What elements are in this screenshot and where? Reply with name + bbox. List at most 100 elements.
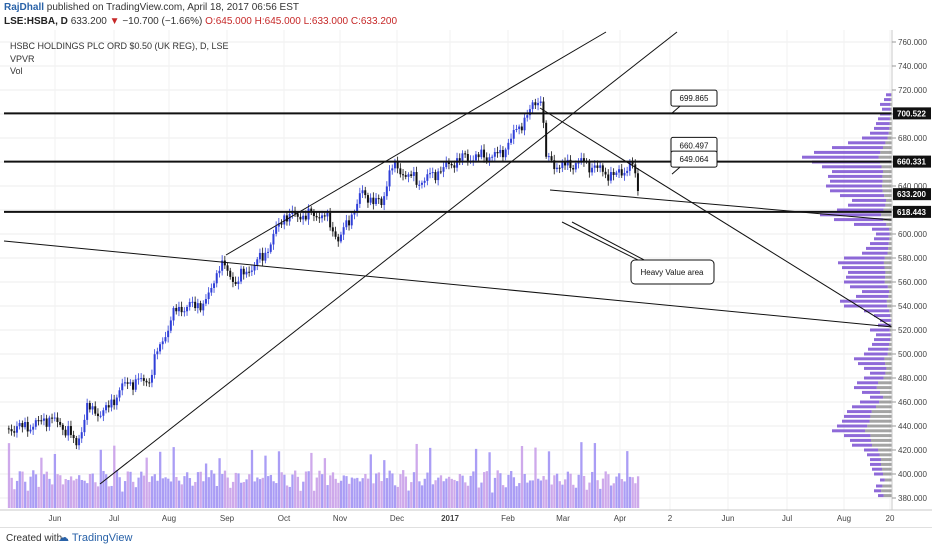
vpvr-bar-down [885, 362, 892, 366]
descending-resistance-line[interactable] [539, 107, 893, 328]
volume-bar [574, 487, 578, 508]
volume-bar [191, 485, 194, 508]
candle-body [377, 198, 380, 200]
long-trend-line[interactable] [3, 240, 893, 328]
candle-body [51, 417, 54, 419]
annotation-box[interactable] [630, 259, 715, 285]
vpvr-bar-down [883, 472, 892, 476]
vpvr-bar-up [874, 489, 882, 493]
volume-bar [388, 470, 391, 508]
x-tick-label: Apr [614, 514, 627, 523]
candle-body [542, 101, 545, 123]
volume-bar [618, 473, 621, 508]
channel-lower-line[interactable] [99, 31, 678, 485]
volume-bar [310, 452, 313, 508]
candle-body [321, 215, 324, 219]
candle-body [383, 196, 386, 206]
vpvr-bar-down [890, 98, 892, 102]
volume-bar [180, 484, 183, 508]
candle-body [142, 378, 145, 381]
volume-bar [447, 476, 451, 508]
vpvr-bar-up [838, 261, 884, 265]
volume-bar [32, 470, 35, 508]
down-arrow-icon: ▼ [109, 16, 120, 27]
volume-bar [99, 449, 102, 508]
y-tick-label: 520.000 [898, 326, 927, 335]
volume-bar [48, 478, 51, 508]
candle-body [258, 252, 261, 260]
volume-bar [577, 474, 580, 508]
candle-body [372, 197, 375, 205]
candle-body [504, 149, 507, 158]
volume-bar [312, 490, 316, 508]
candle-body [202, 303, 205, 311]
volume-bar [234, 472, 237, 508]
volume-bar [64, 479, 67, 508]
volume-bar [434, 480, 437, 508]
candle-body [72, 434, 75, 439]
x-tick-label: Sep [220, 514, 235, 523]
volume-bar [437, 477, 440, 508]
volume-bar [526, 482, 529, 508]
candle-body [399, 168, 402, 175]
volume-bar [504, 487, 507, 508]
channel-upper-line[interactable] [225, 31, 607, 256]
y-tick-label: 400.000 [898, 470, 927, 479]
volume-bar [520, 446, 524, 508]
volume-bar [304, 471, 308, 508]
y-tick-label: 560.000 [898, 278, 927, 287]
callout-box[interactable] [670, 89, 718, 107]
indicator-vpvr[interactable]: VPVR [10, 54, 35, 64]
volume-bar [10, 477, 13, 508]
x-tick-label: Jul [109, 514, 119, 523]
support-trend-line[interactable] [549, 189, 893, 221]
volume-bar [350, 477, 354, 508]
price-chart[interactable]: 699.865 660.497 649.064 Heavy Value area 3… [0, 30, 932, 527]
volume-bar [102, 470, 105, 508]
vpvr-bar-up [876, 333, 891, 337]
volume-bar [410, 482, 413, 508]
volume-bar [213, 473, 216, 508]
vpvr-bar-up [874, 338, 891, 342]
callout-box[interactable] [670, 150, 718, 168]
x-tick-label: Nov [333, 514, 347, 523]
indicator-vol[interactable]: Vol [10, 66, 23, 76]
volume-bar [167, 478, 170, 508]
candle-body [312, 212, 315, 216]
footer-bar: Created with ☁ TradingView [0, 527, 932, 551]
volume-bar [226, 477, 229, 508]
volume-bar [488, 452, 491, 508]
vpvr-bar-down [878, 381, 892, 385]
volume-bar [118, 477, 121, 508]
x-tick-label: Jun [722, 514, 735, 523]
volume-bar [628, 476, 632, 508]
volume-bar [207, 477, 210, 508]
vpvr-bar-down [872, 443, 892, 447]
vpvr-bar-up [864, 376, 884, 380]
candle-body [13, 431, 16, 433]
volume-bar [512, 477, 516, 508]
candle-body [164, 337, 167, 342]
candle-body [604, 171, 607, 175]
candle-body [118, 390, 121, 398]
vpvr-bar-down [887, 251, 892, 255]
author-link[interactable]: RajDhall [4, 2, 45, 13]
symbol[interactable]: LSE:HSBA, D [4, 16, 68, 27]
vpvr-bar-down [882, 184, 892, 188]
tradingview-logo[interactable]: ☁ TradingView [58, 531, 132, 544]
vpvr-bar-up [874, 126, 890, 130]
volume-bar [299, 490, 302, 508]
vpvr-bar-up [870, 458, 881, 462]
vpvr-bar-down [882, 189, 892, 193]
vpvr-bar-down [882, 174, 892, 178]
vpvr-bar-up [842, 419, 870, 423]
candle-body [375, 198, 378, 205]
candle-body [588, 161, 591, 173]
candle-body [339, 234, 342, 242]
price-tag-box [893, 205, 931, 218]
volume-bar [472, 471, 475, 508]
volume-bar [542, 476, 545, 508]
volume-bar [585, 489, 588, 508]
volume-bar [404, 476, 408, 508]
vpvr-bar-down [881, 458, 892, 462]
